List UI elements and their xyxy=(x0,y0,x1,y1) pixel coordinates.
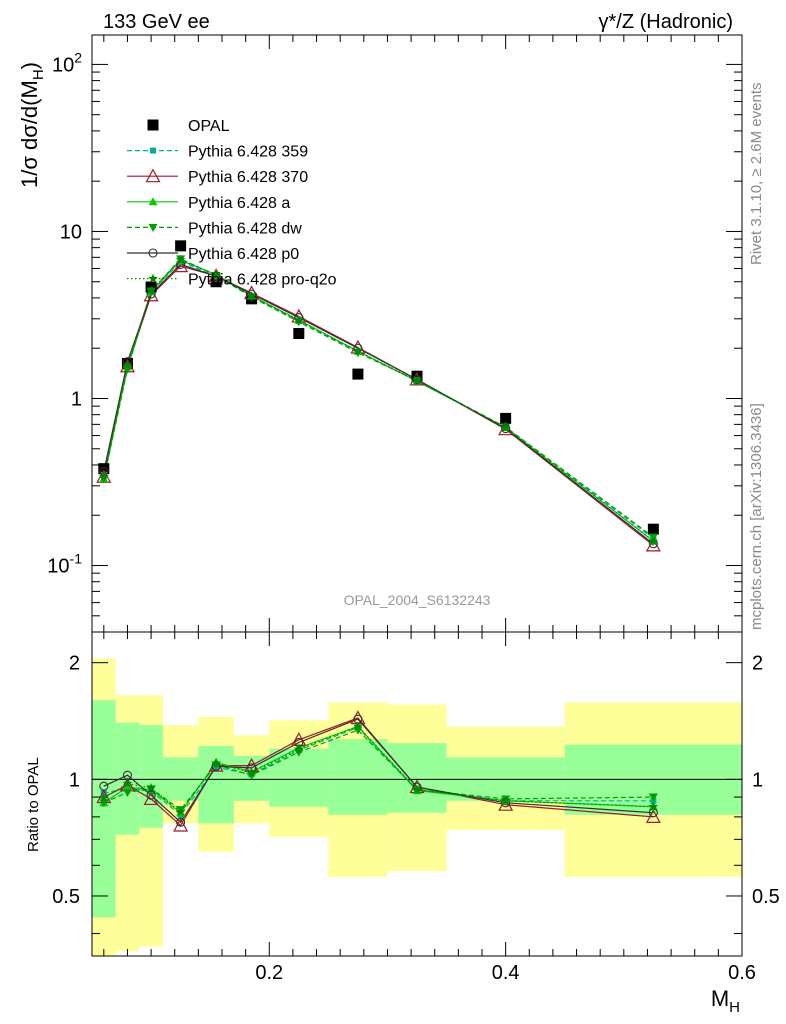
band-green-0 xyxy=(92,700,116,918)
main-line-2 xyxy=(103,265,654,546)
main-point-6-4 xyxy=(211,269,221,279)
ratio-point-5-8 xyxy=(412,784,422,794)
legend-label-6: Pythia 6.428 pro-q2o xyxy=(188,272,337,289)
ratio-point-5-4 xyxy=(211,758,221,768)
ratio-point-5-6 xyxy=(294,744,304,754)
legend-label-5: Pythia 6.428 p0 xyxy=(188,246,299,263)
band-green-2 xyxy=(139,725,163,828)
ratio-y-tick-label-left-2: 2 xyxy=(69,653,80,675)
main-point-2-9 xyxy=(498,421,514,436)
main-point-6-9 xyxy=(500,422,511,432)
legend-label-3: Pythia 6.428 a xyxy=(188,195,290,212)
ratio-point-4-3 xyxy=(176,817,186,827)
legend-label-4: Pythia 6.428 dw xyxy=(188,220,302,237)
ratio-point-5-5 xyxy=(246,767,257,777)
ratio-point-3-5 xyxy=(247,771,257,780)
x-tick-label-1: 0.4 xyxy=(492,962,520,984)
main-line-1 xyxy=(103,260,654,540)
ratio-y-tick-label-right-1: 1 xyxy=(752,769,763,791)
ratio-point-1-10 xyxy=(645,809,661,823)
series-markers xyxy=(96,240,661,832)
main-point-6-8 xyxy=(412,375,422,385)
band-green-6 xyxy=(269,748,329,807)
ratio-point-4-2 xyxy=(146,790,156,800)
legend-label-1: Pythia 6.428 359 xyxy=(188,144,308,161)
axes xyxy=(91,34,743,957)
ratio-y-tick-label-right-2: 2 xyxy=(752,653,763,675)
legend-marker-5 xyxy=(148,248,158,258)
main-line-6 xyxy=(103,258,654,542)
x-tick-label-0: 0.2 xyxy=(255,962,283,984)
ratio-point-5-7 xyxy=(353,721,363,731)
main-point-6-10 xyxy=(648,536,659,546)
main-point-6-5 xyxy=(246,291,257,301)
legend: OPAL Pythia 6.428 359 Pythia 6.428 370 Pyth… xyxy=(127,118,337,289)
ratio-y-tick-label-left-0: 0.5 xyxy=(52,886,80,908)
mcplots-label: mcplots.cern.ch [arXiv:1306.3436] xyxy=(748,403,765,630)
ratio-point-5-2 xyxy=(146,783,156,792)
main-point-6-0 xyxy=(99,471,109,481)
main-point-6-3 xyxy=(175,254,186,264)
legend-label-0: OPAL xyxy=(188,118,230,135)
ratio-point-5-0 xyxy=(99,793,109,802)
band-green-7 xyxy=(328,739,388,815)
ratio-y-axis-label: Ratio to OPAL xyxy=(25,757,42,852)
main-point-0-9 xyxy=(500,412,512,424)
y-tick-label-0: 10-1 xyxy=(47,551,82,578)
ratio-point-3-10 xyxy=(648,793,658,802)
legend-marker-0 xyxy=(147,119,159,131)
ratio-point-2-1 xyxy=(122,782,132,791)
header-right: γ*/Z (Hadronic) xyxy=(599,11,733,33)
rivet-version-label: Rivet 3.1.10, ≥ 2.6M events xyxy=(748,82,765,266)
legend-label-2: Pythia 6.428 370 xyxy=(188,169,308,186)
x-tick-label-2: 0.6 xyxy=(728,962,756,984)
legend-marker-2 xyxy=(145,168,161,183)
legend-marker-1 xyxy=(150,147,156,154)
main-point-2-4 xyxy=(208,268,224,282)
main-point-2-10 xyxy=(645,537,661,552)
legend-marker-6 xyxy=(148,273,158,283)
main-point-6-1 xyxy=(122,360,133,370)
main-line-5 xyxy=(103,263,654,545)
ratio-point-5-10 xyxy=(648,801,659,811)
main-point-6-7 xyxy=(353,346,363,356)
y-tick-label-1: 1 xyxy=(71,388,82,410)
ratio-point-3-1 xyxy=(122,788,132,797)
ratio-point-5-1 xyxy=(122,778,133,788)
x-axis-label: MH xyxy=(711,986,740,1016)
legend-marker-3 xyxy=(148,197,158,206)
main-point-6-2 xyxy=(146,285,156,295)
ratio-y-tick-label-left-1: 1 xyxy=(69,769,80,791)
ratio-frame xyxy=(91,631,743,957)
main-point-0-10 xyxy=(647,523,659,535)
y-tick-label-3: 102 xyxy=(52,49,82,76)
main-point-0-3 xyxy=(175,240,187,252)
ratio-point-5-3 xyxy=(175,806,186,816)
y-axis-label: 1/σ dσ/d(MH) xyxy=(17,62,47,188)
band-green-8 xyxy=(387,743,447,813)
main-line-3 xyxy=(103,259,654,542)
analysis-label: OPAL_2004_S6132243 xyxy=(344,592,491,608)
main-point-0-7 xyxy=(352,368,364,380)
y-tick-label-2: 10 xyxy=(60,221,82,243)
legend-marker-4 xyxy=(148,223,158,232)
ratio-point-5-9 xyxy=(500,795,511,805)
main-point-0-0 xyxy=(98,463,110,475)
ratio-y-tick-label-right-0: 0.5 xyxy=(752,886,780,908)
main-line-4 xyxy=(103,258,654,538)
ratio-point-4-0 xyxy=(99,781,109,791)
main-point-6-6 xyxy=(294,315,304,325)
ratio-point-1-2 xyxy=(143,791,159,806)
main-point-2-3 xyxy=(173,258,189,273)
main-point-0-6 xyxy=(293,327,305,339)
main-point-4-0 xyxy=(99,475,109,484)
header-left: 133 GeV ee xyxy=(103,11,210,33)
